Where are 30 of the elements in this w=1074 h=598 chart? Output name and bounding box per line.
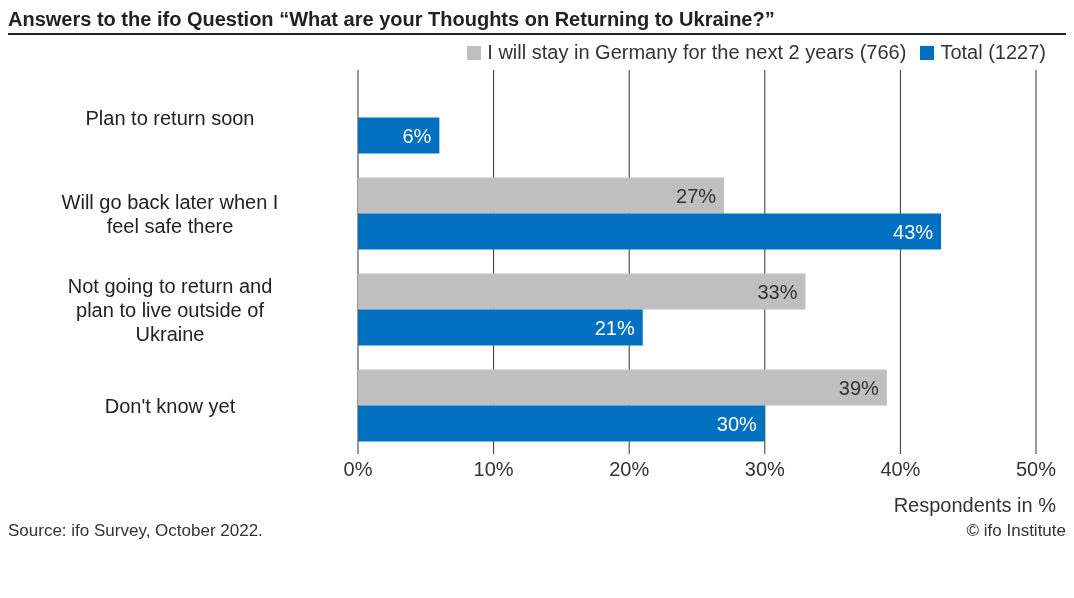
legend-label: Total (1227) <box>940 41 1046 64</box>
x-tick-label: 0% <box>343 458 373 481</box>
bar <box>358 117 440 154</box>
source-note: Source: ifo Survey, October 2022. <box>8 521 263 541</box>
data-label: 39% <box>838 376 880 399</box>
x-tick-label: 50% <box>1015 458 1057 481</box>
y-tick-label: Not going to return and plan to live outside of Ukraine <box>67 275 273 345</box>
data-label: 30% <box>716 412 758 435</box>
x-tick-label: 20% <box>609 458 650 481</box>
data-label: 6% <box>402 124 432 147</box>
x-tick-label: 10% <box>473 458 514 481</box>
y-tick-label: Plan to return soon <box>85 107 255 129</box>
bar <box>358 309 643 346</box>
data-label: 21% <box>594 316 635 339</box>
bar <box>358 213 942 250</box>
x-tick-label: 40% <box>880 458 921 481</box>
x-tick-label: 30% <box>744 458 786 481</box>
chart-title: Answers to the ifo Question “What are your Thoughts on Returning to Ukraine?” <box>8 8 1066 35</box>
data-label: 27% <box>676 184 717 207</box>
text: © ifo Institute <box>966 521 1066 541</box>
y-tick-label: Will go back later when I feel safe there <box>61 191 279 237</box>
data-label: 43% <box>893 220 934 243</box>
data-label: 33% <box>757 280 798 303</box>
y-tick-label: Don't know yet <box>104 395 236 417</box>
bar <box>358 273 806 310</box>
bar <box>358 405 765 442</box>
bar <box>358 369 887 406</box>
legend-label: I will stay in Germany for the next 2 years (766) <box>487 41 907 64</box>
x-axis-title: Respondents in % <box>892 494 1057 517</box>
bar <box>358 177 725 214</box>
